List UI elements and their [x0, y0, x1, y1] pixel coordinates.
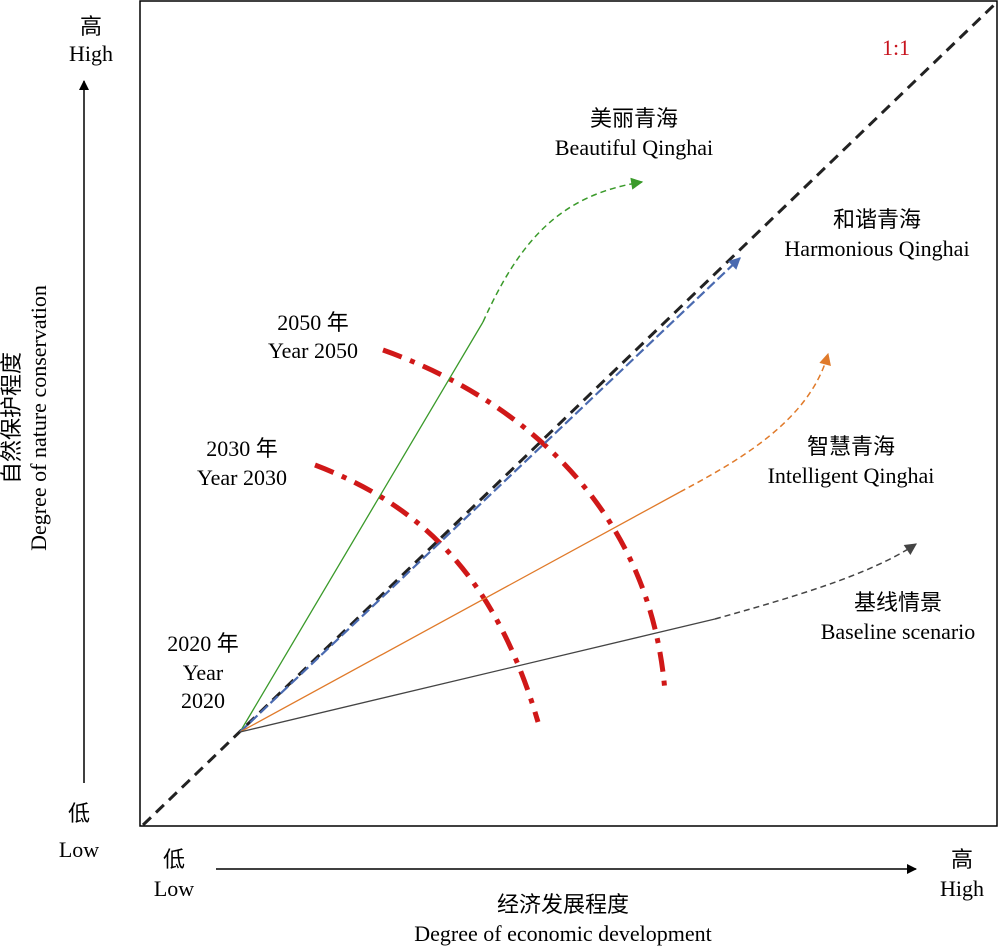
y-low-cn-label: 低	[68, 801, 90, 826]
x-low-en-label: Low	[154, 876, 194, 901]
year-2050-en-label: Year 2050	[268, 338, 358, 363]
ratio-label: 1:1	[882, 35, 910, 60]
beautiful-dashed-arrow	[482, 177, 644, 323]
year-2030-cn-label: 2030 年	[206, 436, 278, 461]
y-axis-title-cn: 自然保护程度	[0, 352, 24, 484]
intelligent-en-label: Intelligent Qinghai	[768, 463, 935, 488]
plot-frame	[139, 0, 998, 827]
x-high-cn-label: 高	[951, 847, 973, 872]
x-low-cn-label: 低	[163, 847, 185, 872]
intelligent-cn-label: 智慧青海	[807, 434, 895, 459]
year-2050-arc	[382, 347, 668, 693]
year-2030-arc	[314, 462, 541, 723]
y-axis-title-en: Degree of nature conservation	[26, 285, 51, 551]
year-2030-en-label: Year 2030	[197, 465, 287, 490]
x-axis-title-cn: 经济发展程度	[497, 892, 629, 917]
year-2020-en-label-2: 2020	[181, 688, 225, 713]
x-axis-title-en: Degree of economic development	[414, 921, 711, 946]
baseline-dashed-arrow	[714, 543, 917, 620]
baseline-cn-label: 基线情景	[854, 590, 942, 615]
y-low-en-label: Low	[59, 837, 99, 862]
baseline-en-label: Baseline scenario	[821, 619, 976, 644]
intelligent-solid-line	[239, 491, 681, 733]
y-high-cn-label: 高	[80, 14, 102, 39]
baseline-solid-line	[239, 618, 716, 733]
year-2050-cn-label: 2050 年	[277, 310, 349, 335]
beautiful-solid-line	[239, 321, 484, 733]
harmonious-cn-label: 和谐青海	[833, 207, 921, 232]
beautiful-cn-label: 美丽青海	[590, 106, 678, 131]
harmonious-arrow	[239, 257, 741, 733]
year-2020-cn-label: 2020 年	[167, 631, 239, 656]
y-high-en-label: High	[69, 41, 113, 66]
beautiful-en-label: Beautiful Qinghai	[555, 135, 713, 160]
x-high-en-label: High	[940, 876, 984, 901]
year-2020-en-label-1: Year	[183, 660, 224, 685]
harmonious-en-label: Harmonious Qinghai	[784, 236, 969, 261]
intelligent-dashed-arrow	[679, 352, 831, 493]
